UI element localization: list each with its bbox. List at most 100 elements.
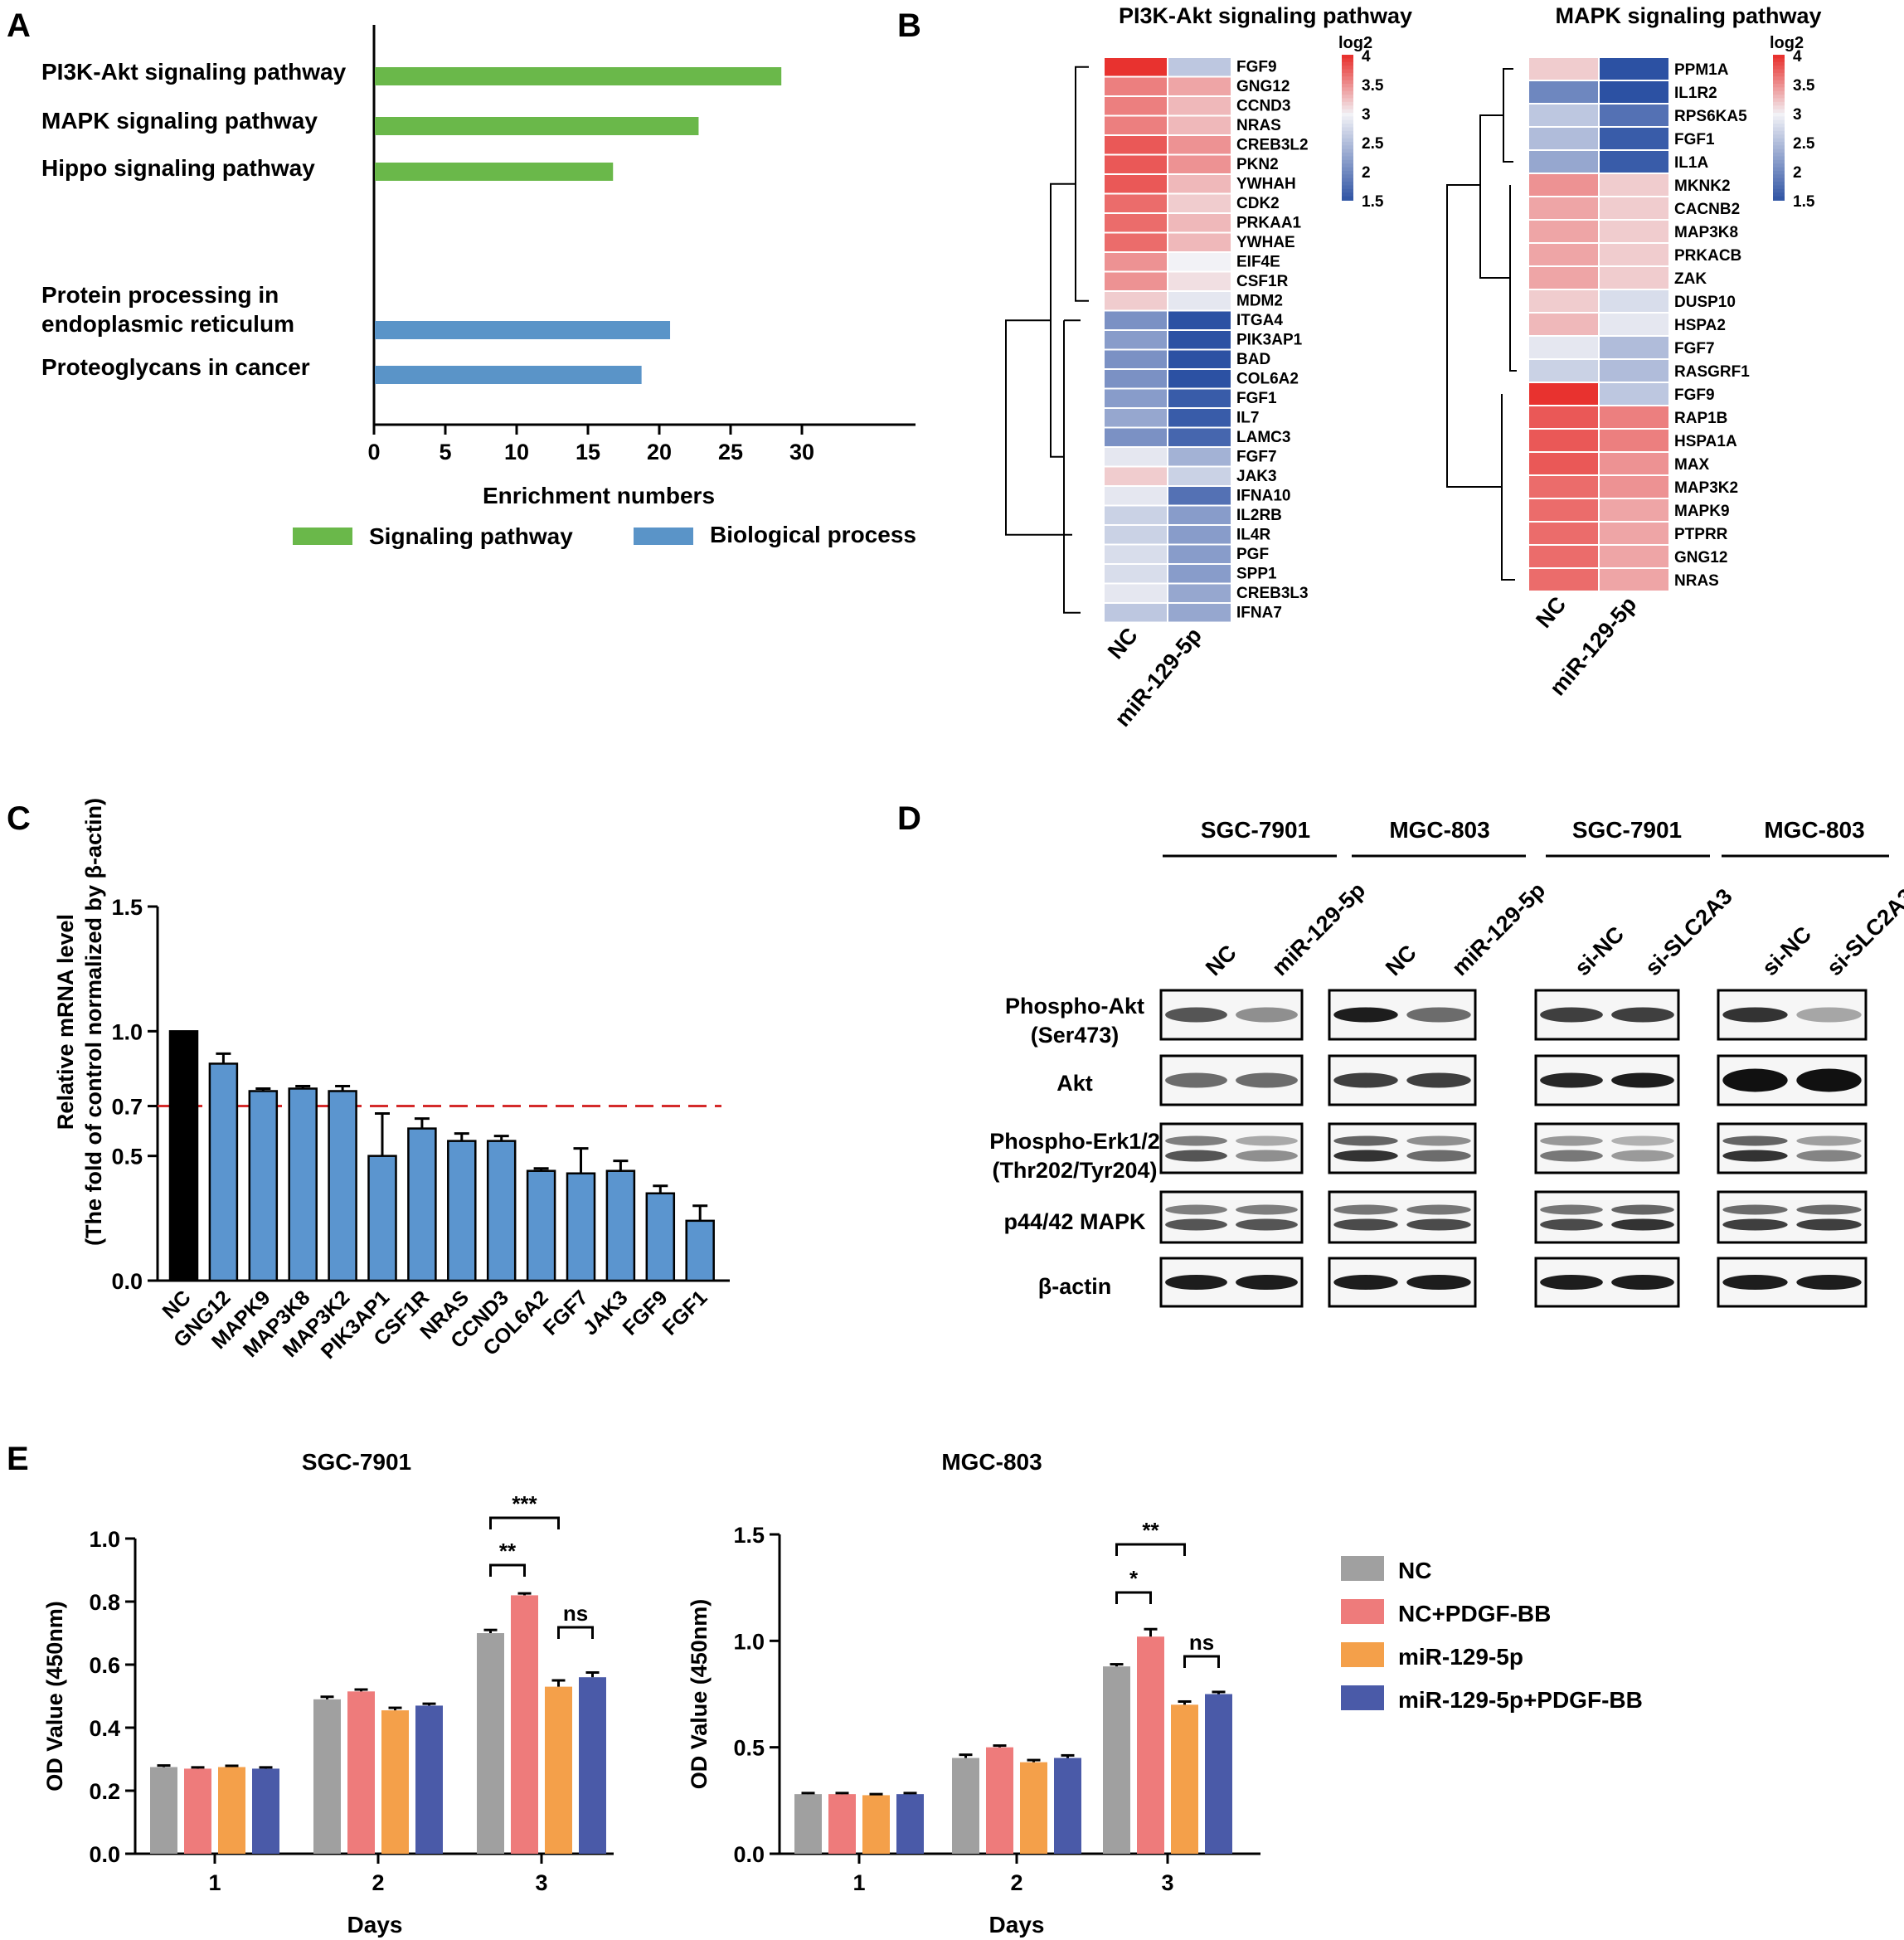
row-label: JAK3 — [1236, 468, 1277, 485]
blot-band — [1165, 1007, 1227, 1023]
scale-segment — [1773, 109, 1785, 114]
heatmap-cell — [1103, 329, 1168, 351]
heatmap-cell — [1167, 524, 1232, 546]
scale-tick-label: 4 — [1793, 48, 1802, 66]
x-tick-label: 30 — [789, 440, 814, 464]
row-label: FGF7 — [1674, 340, 1715, 357]
blot-band — [1722, 1275, 1788, 1290]
scale-segment — [1773, 80, 1785, 85]
x-tick-label: 0 — [367, 440, 380, 464]
scale-segment — [1342, 119, 1353, 125]
blot-row-label: (Ser473) — [1031, 1023, 1120, 1048]
x-tick-label: JAK3 — [579, 1286, 633, 1340]
bar — [328, 1090, 357, 1282]
scale-segment — [1342, 177, 1353, 183]
panel-label-a: A — [7, 7, 31, 44]
legend-swatch — [293, 528, 352, 545]
heatmap-cell — [1598, 80, 1670, 105]
heatmap-cell — [1167, 95, 1232, 117]
blot-band — [1540, 1218, 1603, 1231]
heatmap-cell — [1103, 465, 1168, 487]
row-label: FGF1 — [1236, 390, 1277, 407]
scale-segment — [1342, 148, 1353, 154]
heatmap-cell — [1528, 173, 1600, 197]
scale-segment — [1773, 148, 1785, 154]
scale-segment — [1773, 171, 1785, 176]
heatmap-cell — [1528, 219, 1600, 244]
panel-e-legend: NC NC+PDGF-BB miR-129-5p miR-129-5p+PDGF-BB — [1341, 1556, 1643, 1713]
scale-segment — [1773, 185, 1785, 190]
scale-segment — [1773, 124, 1785, 129]
row-label: PRKAA1 — [1236, 215, 1302, 232]
scale-segment — [1342, 105, 1353, 110]
heatmap-cell — [1528, 265, 1600, 290]
scale-tick-label: 1.5 — [1793, 193, 1815, 211]
x-tick-label: FGF7 — [539, 1286, 593, 1340]
blot-band — [1540, 1204, 1603, 1215]
lane-label: miR-129-5p — [1447, 878, 1550, 980]
significance-label: * — [1129, 1566, 1139, 1591]
heatmap-cell — [1167, 173, 1232, 195]
row-label: PIK3AP1 — [1236, 332, 1303, 349]
heatmap-cell — [1167, 602, 1232, 624]
scale-segment — [1773, 69, 1785, 74]
scale-tick-label: 2 — [1362, 164, 1371, 182]
heatmap-cell — [1103, 524, 1168, 546]
scale-segment — [1342, 142, 1353, 147]
legend-swatch — [1341, 1556, 1384, 1581]
scale-segment — [1342, 130, 1353, 136]
heatmap-cell — [1528, 451, 1600, 476]
y-axis-title: OD Value (450nm) — [687, 1599, 712, 1790]
heatmap-cell — [1598, 544, 1670, 569]
blot-row-label: β-actin — [1038, 1274, 1112, 1299]
heatmap-cell — [1528, 312, 1600, 337]
blot-band — [1611, 1135, 1674, 1146]
scale-segment — [1342, 196, 1353, 201]
y-tick-label: 0.2 — [89, 1779, 120, 1804]
x-tick-label: 1 — [208, 1870, 221, 1895]
heatmap-cell — [1598, 103, 1670, 128]
row-label: IL7 — [1236, 410, 1259, 427]
row-label: NRAS — [1236, 117, 1281, 134]
scale-segment — [1773, 72, 1785, 78]
heatmap-cell — [1103, 251, 1168, 273]
scale-tick-label: 3.5 — [1793, 77, 1815, 95]
blot-box — [1159, 1190, 1304, 1244]
row-label: YWHAE — [1236, 234, 1295, 251]
row-label: GNG12 — [1236, 78, 1290, 95]
scale-segment — [1342, 101, 1353, 107]
row-label: MDM2 — [1236, 293, 1283, 310]
x-axis-title: Enrichment numbers — [483, 483, 715, 508]
heatmap-cell — [1103, 582, 1168, 604]
blot-band — [1406, 1150, 1471, 1162]
scale-segment — [1342, 72, 1353, 78]
heatmap-cell — [1598, 56, 1670, 81]
blot-band — [1796, 1204, 1862, 1215]
bar — [896, 1794, 924, 1854]
y-axis-title: OD Value (450nm) — [42, 1601, 67, 1792]
legend-swatch — [1341, 1599, 1384, 1624]
heatmap-cell — [1528, 149, 1600, 174]
significance-bracket — [1115, 1591, 1152, 1604]
scale-segment — [1342, 66, 1353, 71]
scale-segment — [1773, 90, 1785, 96]
scale-segment — [1773, 142, 1785, 147]
scale-segment — [1773, 66, 1785, 71]
scale-segment — [1773, 177, 1785, 183]
bar — [986, 1747, 1013, 1854]
y-tick-label: 0.0 — [89, 1842, 120, 1867]
heatmap-cell — [1528, 405, 1600, 430]
heatmap-cell — [1167, 368, 1232, 390]
heatmap-cell — [1103, 485, 1168, 507]
heatmap-cell — [1598, 265, 1670, 290]
row-label: FGF1 — [1674, 131, 1715, 148]
row-label: CACNB2 — [1674, 201, 1740, 218]
y-tick-label: 0.0 — [111, 1269, 143, 1294]
heatmap-cell — [1167, 290, 1232, 312]
blot-box — [1159, 1122, 1304, 1174]
blot-band — [1165, 1150, 1227, 1162]
scale-tick-label: 4 — [1362, 48, 1371, 66]
scale-segment — [1773, 174, 1785, 179]
scale-tick-label: 2.5 — [1793, 135, 1815, 153]
